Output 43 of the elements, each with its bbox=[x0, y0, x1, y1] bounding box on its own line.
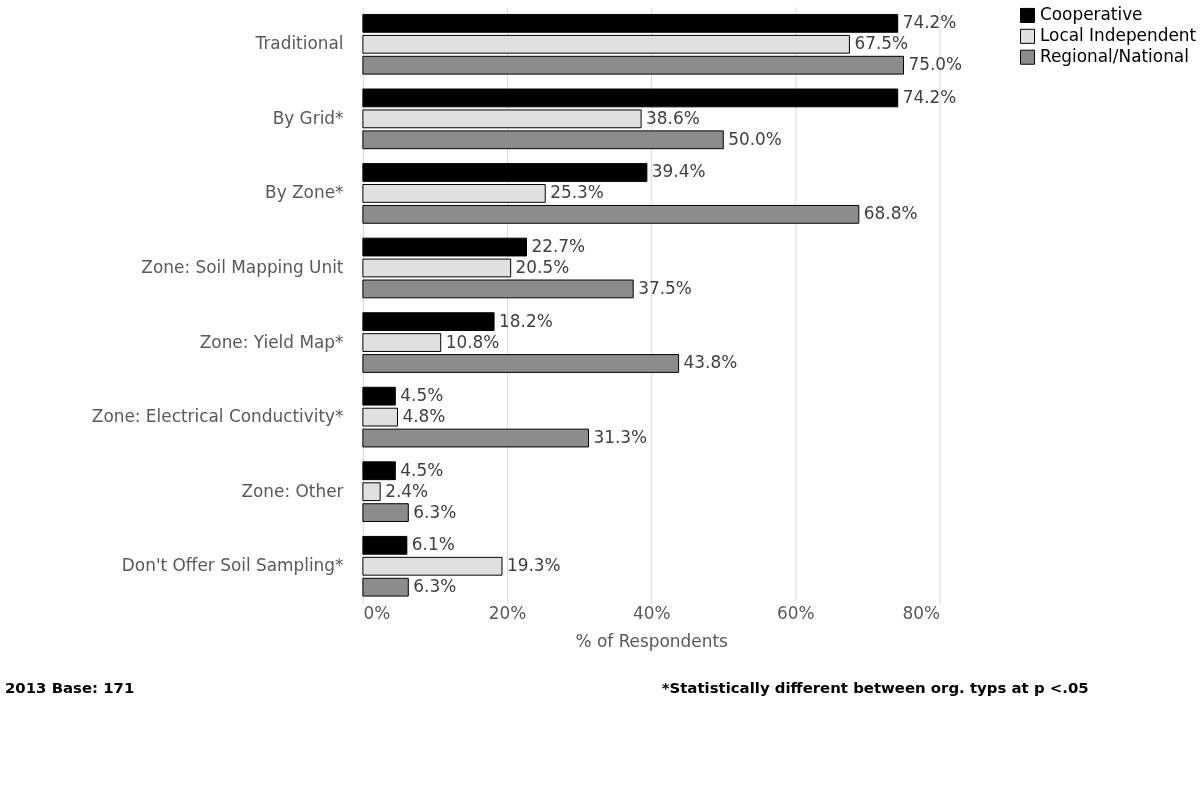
data-label: 67.5% bbox=[854, 33, 909, 54]
data-label: 74.2% bbox=[902, 12, 957, 33]
data-label: 68.8% bbox=[863, 203, 918, 224]
data-label: 18.2% bbox=[499, 310, 553, 331]
data-label: 22.7% bbox=[531, 236, 586, 257]
x-axis-title: % of Respondents bbox=[575, 630, 728, 651]
data-label: 2.4% bbox=[385, 480, 429, 501]
data-label: 10.8% bbox=[445, 331, 500, 352]
x-tick-label: 40% bbox=[632, 602, 671, 623]
y-tick-label: Zone: Other bbox=[241, 480, 344, 501]
data-label: 50.0% bbox=[728, 128, 782, 149]
x-tick-label: 80% bbox=[902, 602, 941, 623]
data-label: 4.5% bbox=[400, 459, 444, 480]
data-label: 6.3% bbox=[413, 576, 457, 597]
x-tick-label: 60% bbox=[777, 602, 815, 623]
data-label: 74.2% bbox=[902, 86, 957, 107]
text: *Statistically different between org. typs at p <.05 bbox=[661, 679, 1089, 698]
data-label: 6.1% bbox=[411, 534, 455, 555]
data-label: 19.3% bbox=[506, 555, 561, 576]
data-label: 4.8% bbox=[402, 406, 446, 427]
text: 2013 Base: 171 bbox=[4, 679, 135, 698]
data-label: 6.3% bbox=[413, 501, 457, 522]
data-label: 4.5% bbox=[400, 385, 444, 406]
y-tick-label: Zone: Yield Map* bbox=[199, 331, 344, 352]
data-label: 31.3% bbox=[593, 427, 648, 448]
data-label: 25.3% bbox=[550, 182, 604, 203]
x-tick-label: 20% bbox=[488, 602, 527, 623]
legend-label: Local Independent bbox=[1039, 25, 1197, 46]
y-tick-label: Traditional bbox=[254, 33, 344, 54]
y-tick-label: Don't Offer Soil Sampling* bbox=[121, 555, 344, 576]
data-label: 37.5% bbox=[638, 277, 692, 298]
y-tick-label: Zone: Electrical Conductivity* bbox=[91, 406, 344, 427]
y-tick-label: By Grid* bbox=[272, 107, 344, 128]
data-label: 39.4% bbox=[651, 161, 706, 182]
data-label: 43.8% bbox=[683, 352, 738, 373]
y-tick-label: By Zone* bbox=[265, 182, 344, 203]
data-label: 38.6% bbox=[646, 107, 700, 128]
legend-label: Cooperative bbox=[1039, 4, 1143, 25]
data-label: 20.5% bbox=[515, 256, 570, 277]
legend-label: Regional/National bbox=[1039, 46, 1189, 67]
x-tick-label: 0% bbox=[363, 602, 391, 623]
y-tick-label: Zone: Soil Mapping Unit bbox=[141, 256, 344, 277]
data-label: 75.0% bbox=[908, 54, 963, 75]
